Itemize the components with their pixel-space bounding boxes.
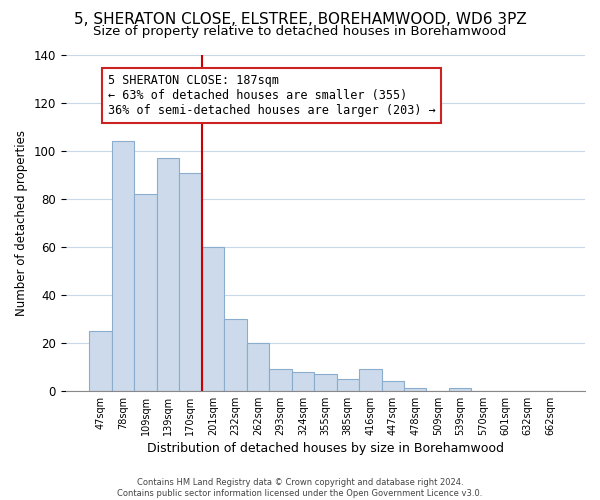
Bar bbox=[359, 369, 382, 391]
Bar bbox=[337, 379, 359, 391]
X-axis label: Distribution of detached houses by size in Borehamwood: Distribution of detached houses by size … bbox=[147, 442, 504, 455]
Text: Contains HM Land Registry data © Crown copyright and database right 2024.
Contai: Contains HM Land Registry data © Crown c… bbox=[118, 478, 482, 498]
Bar bbox=[269, 369, 292, 391]
Bar bbox=[202, 247, 224, 391]
Y-axis label: Number of detached properties: Number of detached properties bbox=[15, 130, 28, 316]
Text: Size of property relative to detached houses in Borehamwood: Size of property relative to detached ho… bbox=[94, 25, 506, 38]
Bar bbox=[292, 372, 314, 391]
Bar bbox=[449, 388, 472, 391]
Bar bbox=[89, 331, 112, 391]
Bar bbox=[134, 194, 157, 391]
Bar bbox=[382, 381, 404, 391]
Bar bbox=[157, 158, 179, 391]
Bar bbox=[179, 172, 202, 391]
Text: 5 SHERATON CLOSE: 187sqm
← 63% of detached houses are smaller (355)
36% of semi-: 5 SHERATON CLOSE: 187sqm ← 63% of detach… bbox=[107, 74, 436, 117]
Bar bbox=[404, 388, 427, 391]
Bar bbox=[112, 142, 134, 391]
Bar bbox=[314, 374, 337, 391]
Bar bbox=[224, 319, 247, 391]
Bar bbox=[247, 343, 269, 391]
Text: 5, SHERATON CLOSE, ELSTREE, BOREHAMWOOD, WD6 3PZ: 5, SHERATON CLOSE, ELSTREE, BOREHAMWOOD,… bbox=[74, 12, 526, 28]
